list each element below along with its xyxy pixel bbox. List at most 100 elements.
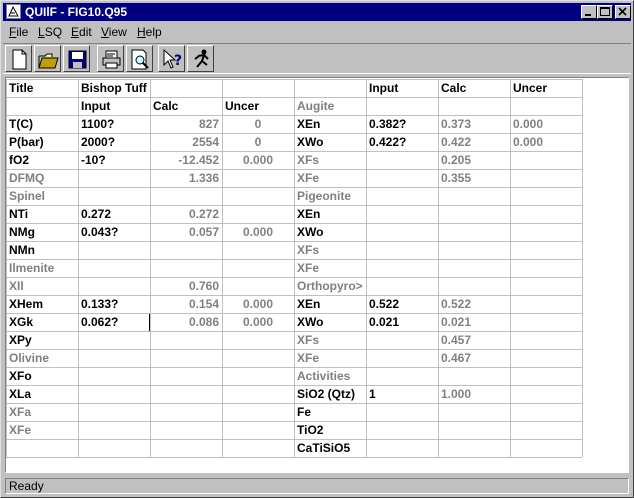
grid-cell[interactable]: 0.000 — [513, 117, 544, 131]
grid-cell[interactable] — [438, 223, 510, 242]
grid-cell[interactable] — [510, 205, 582, 224]
grid-cell[interactable] — [222, 349, 294, 368]
new-file-button[interactable] — [5, 45, 32, 72]
grid-cell[interactable]: XEn — [297, 117, 321, 131]
grid-cell[interactable] — [222, 205, 294, 224]
grid-cell[interactable] — [510, 367, 582, 386]
grid-cell[interactable]: NTi — [9, 207, 29, 221]
grid-cell[interactable] — [366, 97, 438, 116]
open-folder-button[interactable] — [34, 45, 61, 72]
grid-cell[interactable] — [438, 367, 510, 386]
grid-cell[interactable]: NMn — [9, 243, 35, 257]
grid-cell[interactable] — [510, 277, 582, 296]
grid-cell[interactable] — [366, 367, 438, 386]
grid-cell[interactable]: Augite — [297, 99, 335, 113]
grid-cell[interactable] — [78, 241, 150, 260]
grid-cell[interactable] — [510, 295, 582, 314]
grid-cell[interactable] — [222, 403, 294, 422]
grid-cell[interactable]: Title — [9, 81, 34, 95]
run-calculation-button[interactable] — [187, 45, 214, 72]
grid-cell[interactable] — [222, 277, 294, 296]
maximize-button[interactable] — [597, 5, 613, 19]
menu-file[interactable]: File — [9, 25, 28, 39]
grid-cell[interactable] — [510, 187, 582, 206]
grid-cell[interactable]: 827 — [198, 117, 219, 131]
grid-cell[interactable] — [510, 241, 582, 260]
grid-cell[interactable]: CaTiSiO5 — [297, 441, 351, 455]
grid-cell[interactable]: XGk — [9, 315, 34, 329]
grid-cell[interactable] — [222, 79, 294, 98]
grid-cell[interactable]: 0.062? — [78, 313, 150, 332]
grid-cell[interactable]: XHem — [9, 297, 44, 311]
grid-cell[interactable]: XFs — [297, 243, 320, 257]
grid-cell[interactable] — [366, 349, 438, 368]
grid-cell[interactable]: 1 — [369, 387, 376, 401]
grid-cell[interactable]: XEn — [297, 297, 321, 311]
grid-cell[interactable]: XWo — [297, 315, 324, 329]
grid-cell[interactable]: Uncer — [225, 99, 260, 113]
grid-cell[interactable]: SiO2 (Qtz) — [297, 387, 356, 401]
grid-cell[interactable]: 0.272 — [188, 207, 219, 221]
grid-cell[interactable]: 0.457 — [441, 333, 472, 347]
grid-cell[interactable] — [510, 349, 582, 368]
grid-cell[interactable]: 0 — [254, 117, 262, 131]
grid-cell[interactable]: 1100? — [81, 117, 115, 131]
grid-cell[interactable] — [222, 259, 294, 278]
grid-cell[interactable]: 0.373 — [441, 117, 472, 131]
minimize-button[interactable] — [581, 5, 597, 19]
grid-cell[interactable] — [150, 385, 222, 404]
grid-cell[interactable] — [78, 403, 150, 422]
grid-cell[interactable]: 0.522 — [441, 297, 472, 311]
grid-cell[interactable]: 0.021 — [369, 315, 400, 329]
grid-cell[interactable]: 0.355 — [441, 171, 472, 185]
grid-cell[interactable] — [222, 421, 294, 440]
menu-lsq[interactable]: LSQ — [38, 25, 62, 39]
grid-cell[interactable]: Activities — [297, 369, 351, 383]
grid-cell[interactable]: 0.467 — [441, 351, 472, 365]
grid-cell[interactable] — [366, 151, 438, 170]
grid-cell[interactable]: Calc — [153, 99, 179, 113]
grid-cell[interactable] — [366, 439, 438, 458]
grid-cell[interactable]: 0.043? — [81, 225, 119, 239]
grid-cell[interactable]: 0.000 — [242, 153, 274, 167]
grid-cell[interactable]: Spinel — [9, 189, 46, 203]
grid-cell[interactable] — [78, 421, 150, 440]
grid-cell[interactable]: 0.000 — [242, 315, 274, 329]
grid-cell[interactable] — [294, 79, 366, 98]
grid-cell[interactable]: 0.000 — [242, 225, 274, 239]
grid-cell[interactable] — [438, 421, 510, 440]
grid-cell[interactable]: P(bar) — [9, 135, 44, 149]
grid-cell[interactable]: 2554 — [192, 135, 219, 149]
grid-cell[interactable]: NMg — [9, 225, 35, 239]
grid-cell[interactable] — [510, 331, 582, 350]
grid-cell[interactable]: Pigeonite — [297, 189, 352, 203]
grid-cell[interactable]: 0.760 — [188, 279, 219, 293]
grid-cell[interactable]: XWo — [297, 225, 324, 239]
grid-cell[interactable] — [222, 367, 294, 386]
grid-cell[interactable] — [150, 439, 222, 458]
grid-cell[interactable]: TiO2 — [297, 423, 324, 437]
grid-cell[interactable] — [78, 385, 150, 404]
grid-cell[interactable] — [150, 187, 222, 206]
grid-cell[interactable]: 0.272 — [81, 207, 112, 221]
grid-cell[interactable]: Calc — [441, 81, 467, 95]
grid-cell[interactable]: XEn — [297, 207, 321, 221]
grid-cell[interactable] — [222, 187, 294, 206]
grid-cell[interactable]: Olivine — [9, 351, 50, 365]
grid-cell[interactable]: XWo — [297, 135, 324, 149]
grid-cell[interactable] — [150, 421, 222, 440]
grid-cell[interactable]: 1.000 — [441, 387, 472, 401]
grid-cell[interactable]: 0.422? — [369, 135, 407, 149]
grid-cell[interactable] — [78, 331, 150, 350]
grid-cell[interactable] — [78, 349, 150, 368]
grid-cell[interactable]: XFe — [297, 171, 320, 185]
grid-cell[interactable] — [438, 241, 510, 260]
grid-cell[interactable]: Ilmenite — [9, 261, 55, 275]
save-disk-button[interactable] — [63, 45, 90, 72]
grid-cell[interactable] — [78, 169, 150, 188]
grid-cell[interactable] — [366, 259, 438, 278]
grid-cell[interactable]: 0.205 — [441, 153, 472, 167]
grid-cell[interactable] — [150, 259, 222, 278]
grid-cell[interactable] — [222, 385, 294, 404]
grid-cell[interactable] — [366, 241, 438, 260]
